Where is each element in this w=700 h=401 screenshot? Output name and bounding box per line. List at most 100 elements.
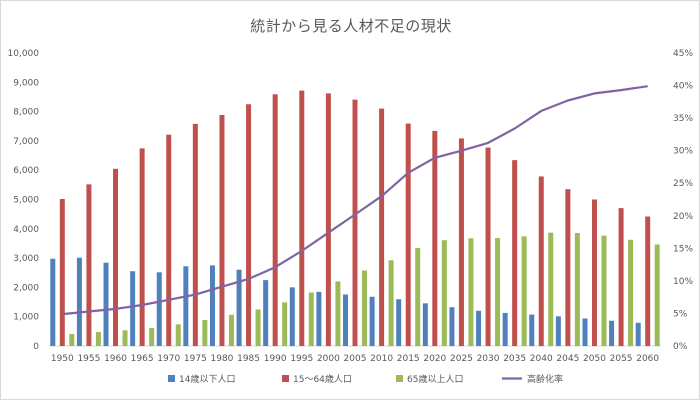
bar <box>654 244 660 346</box>
bar <box>149 327 155 346</box>
y-tick-label-right: 0% <box>673 342 688 352</box>
bar <box>555 316 561 346</box>
x-tick-label: 1965 <box>131 354 154 364</box>
bar <box>219 115 225 346</box>
bar <box>601 235 607 346</box>
bar <box>69 333 75 346</box>
bar <box>86 184 92 346</box>
x-tick-label: 2010 <box>370 354 393 364</box>
x-tick-label: 2050 <box>583 354 606 364</box>
legend-label: 14歳以下人口 <box>179 373 235 385</box>
bar <box>113 168 119 346</box>
bar <box>192 123 198 346</box>
x-tick-label: 1990 <box>264 354 287 364</box>
bar <box>449 307 455 346</box>
bar <box>299 90 305 346</box>
y-tick-label-right: 20% <box>673 212 693 222</box>
y-tick-label-left: 8,000 <box>13 108 39 118</box>
x-tick-label: 1950 <box>51 354 74 364</box>
bar <box>156 272 162 346</box>
y-tick-label-left: 0 <box>33 342 39 352</box>
x-tick-label: 1970 <box>157 354 180 364</box>
bar <box>574 233 580 346</box>
bar <box>362 270 367 346</box>
bar <box>369 296 375 346</box>
x-tick-label: 2060 <box>636 354 659 364</box>
bar <box>635 322 641 346</box>
legend-swatch <box>396 375 403 382</box>
y-tick-label-left: 4,000 <box>13 225 39 235</box>
bar <box>76 257 82 346</box>
bar <box>502 312 508 346</box>
bar <box>591 199 597 346</box>
bar <box>432 130 438 346</box>
bar <box>582 318 588 346</box>
bar <box>246 104 252 346</box>
legend-label: 15～64歳人口 <box>293 373 352 385</box>
bar <box>50 258 56 346</box>
y-tick-label-left: 3,000 <box>13 254 39 264</box>
bar <box>512 160 518 346</box>
bar <box>325 93 331 346</box>
bar <box>476 310 482 346</box>
bar <box>415 247 421 346</box>
bar <box>122 330 128 346</box>
x-tick-label: 2000 <box>317 354 340 364</box>
x-tick-label: 1960 <box>104 354 127 364</box>
x-tick-label: 2030 <box>477 354 500 364</box>
bar <box>405 123 411 346</box>
legend-swatch <box>282 375 289 382</box>
bar <box>175 324 181 346</box>
bar <box>379 108 385 347</box>
bar <box>59 199 65 346</box>
bar <box>130 271 136 346</box>
y-tick-label-right: 40% <box>673 82 693 92</box>
bar <box>343 294 348 346</box>
y-tick-label-left: 9,000 <box>13 78 39 88</box>
bar <box>609 320 615 346</box>
bar <box>263 280 269 346</box>
bar <box>529 314 535 346</box>
bar <box>618 208 624 346</box>
y-tick-label-right: 35% <box>673 114 693 124</box>
bar <box>458 138 464 346</box>
x-tick-label: 2045 <box>556 354 579 364</box>
y-tick-label-right: 25% <box>673 179 693 189</box>
bar <box>236 269 242 346</box>
x-tick-label: 1985 <box>237 354 260 364</box>
x-tick-label: 2055 <box>610 354 633 364</box>
bar <box>495 238 501 346</box>
x-tick-label: 2020 <box>423 354 446 364</box>
bar <box>335 281 341 346</box>
bar <box>272 94 278 346</box>
legend-swatch <box>168 375 175 382</box>
bar <box>441 240 447 346</box>
x-tick-label: 2025 <box>450 354 473 364</box>
y-tick-label-left: 10,000 <box>8 49 40 59</box>
bar <box>422 303 428 346</box>
bar <box>228 314 234 346</box>
y-tick-label-right: 45% <box>673 49 693 59</box>
bar <box>255 309 261 346</box>
legend-label: 65歳以上人口 <box>407 373 463 385</box>
bar <box>628 239 634 346</box>
x-tick-label: 2035 <box>503 354 526 364</box>
bar <box>209 265 215 346</box>
series-line <box>62 85 648 316</box>
bar <box>538 176 544 346</box>
x-tick-label: 2040 <box>530 354 553 364</box>
bar <box>289 287 295 346</box>
x-tick-label: 1955 <box>77 354 100 364</box>
bar <box>166 134 172 346</box>
y-tick-label-right: 10% <box>673 277 693 287</box>
y-tick-label-left: 6,000 <box>13 166 39 176</box>
chart-title: 統計から見る人材不足の現状 <box>250 17 452 35</box>
y-tick-label-left: 2,000 <box>13 283 39 293</box>
y-tick-label-left: 1,000 <box>13 313 39 323</box>
x-tick-label: 1980 <box>211 354 234 364</box>
bar <box>485 147 491 346</box>
bar <box>548 232 554 346</box>
x-tick-label: 1975 <box>184 354 207 364</box>
